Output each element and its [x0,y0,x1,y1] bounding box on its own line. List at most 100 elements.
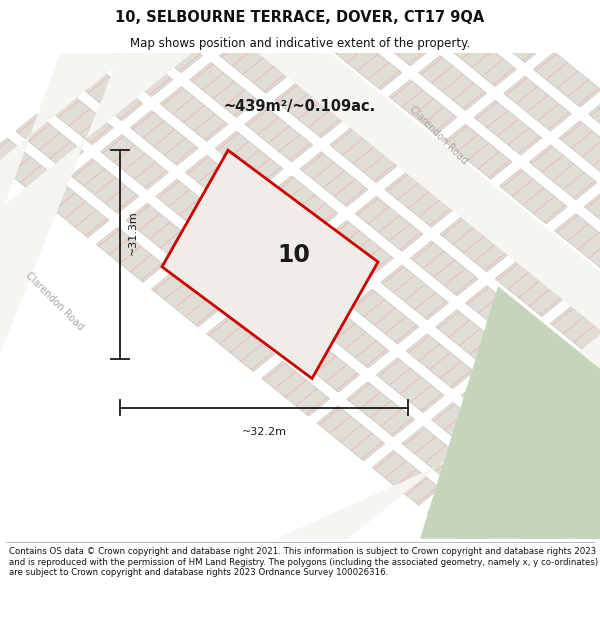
Polygon shape [16,114,83,169]
Polygon shape [559,121,600,176]
Polygon shape [406,334,474,389]
Polygon shape [478,8,546,63]
Polygon shape [164,0,232,49]
Polygon shape [440,217,508,272]
Polygon shape [194,0,262,24]
Polygon shape [329,127,398,182]
Polygon shape [372,451,440,506]
Polygon shape [0,53,132,218]
Text: ~32.2m: ~32.2m [241,427,287,437]
Polygon shape [554,214,600,269]
Polygon shape [436,309,503,364]
Text: Clarendon Road: Clarendon Road [407,105,469,167]
Polygon shape [271,176,338,231]
Polygon shape [431,402,499,458]
Polygon shape [419,56,487,111]
Polygon shape [97,228,164,282]
Polygon shape [533,52,600,107]
Polygon shape [101,134,169,189]
Polygon shape [355,196,423,251]
Polygon shape [46,90,113,145]
Polygon shape [334,35,402,90]
Polygon shape [466,286,533,341]
Polygon shape [584,189,600,244]
Polygon shape [567,561,600,615]
Polygon shape [394,0,461,42]
Polygon shape [597,536,600,591]
Polygon shape [580,282,600,337]
Polygon shape [190,62,257,118]
Polygon shape [241,200,308,255]
Polygon shape [529,145,597,200]
Polygon shape [304,59,372,114]
Polygon shape [266,269,334,323]
Polygon shape [550,306,600,361]
Polygon shape [152,272,220,327]
Polygon shape [347,382,415,437]
Polygon shape [364,11,431,66]
Polygon shape [245,107,313,162]
Polygon shape [470,193,538,248]
Polygon shape [105,42,173,97]
Polygon shape [249,14,317,69]
Polygon shape [444,124,512,179]
Text: Contains OS data © Crown copyright and database right 2021. This information is : Contains OS data © Crown copyright and d… [9,548,598,577]
Polygon shape [262,361,329,416]
Text: ~439m²/~0.109ac.: ~439m²/~0.109ac. [224,99,376,114]
Polygon shape [220,38,287,93]
Polygon shape [402,426,470,481]
Polygon shape [325,221,394,276]
Polygon shape [134,18,202,72]
Polygon shape [482,540,550,594]
Polygon shape [380,265,448,320]
Polygon shape [275,83,343,138]
Polygon shape [376,357,444,412]
Polygon shape [359,104,427,159]
Polygon shape [589,97,600,152]
Polygon shape [521,330,589,385]
Polygon shape [211,224,279,279]
Polygon shape [538,584,600,625]
Polygon shape [457,471,525,526]
Polygon shape [499,169,567,224]
Polygon shape [525,238,593,292]
Polygon shape [572,468,600,522]
Polygon shape [351,289,419,344]
Polygon shape [292,337,359,392]
Polygon shape [215,131,283,186]
Polygon shape [258,53,600,330]
Polygon shape [156,179,224,234]
Polygon shape [512,516,580,571]
Polygon shape [317,406,385,461]
Polygon shape [410,241,478,296]
Polygon shape [185,155,253,210]
Polygon shape [546,399,600,454]
Text: 10: 10 [278,242,310,267]
Polygon shape [423,0,491,18]
Polygon shape [389,79,457,134]
Polygon shape [41,182,109,238]
Polygon shape [542,492,600,547]
Polygon shape [0,53,192,354]
Polygon shape [420,286,600,539]
Polygon shape [279,0,347,45]
Polygon shape [75,66,143,121]
Polygon shape [517,423,584,478]
Polygon shape [461,378,529,433]
Polygon shape [0,138,54,193]
Polygon shape [385,173,453,228]
Polygon shape [427,495,495,550]
Text: ~31.3m: ~31.3m [128,210,138,254]
Polygon shape [474,100,542,155]
Polygon shape [448,31,517,86]
Text: Map shows position and indicative extent of the property.: Map shows position and indicative extent… [130,38,470,50]
Polygon shape [236,292,304,348]
Polygon shape [300,152,368,207]
Text: Clarendon Road: Clarendon Road [23,270,85,332]
Polygon shape [415,148,482,203]
Polygon shape [160,86,228,141]
Polygon shape [495,262,563,316]
Polygon shape [576,375,600,430]
Polygon shape [296,244,364,299]
Polygon shape [276,335,600,539]
